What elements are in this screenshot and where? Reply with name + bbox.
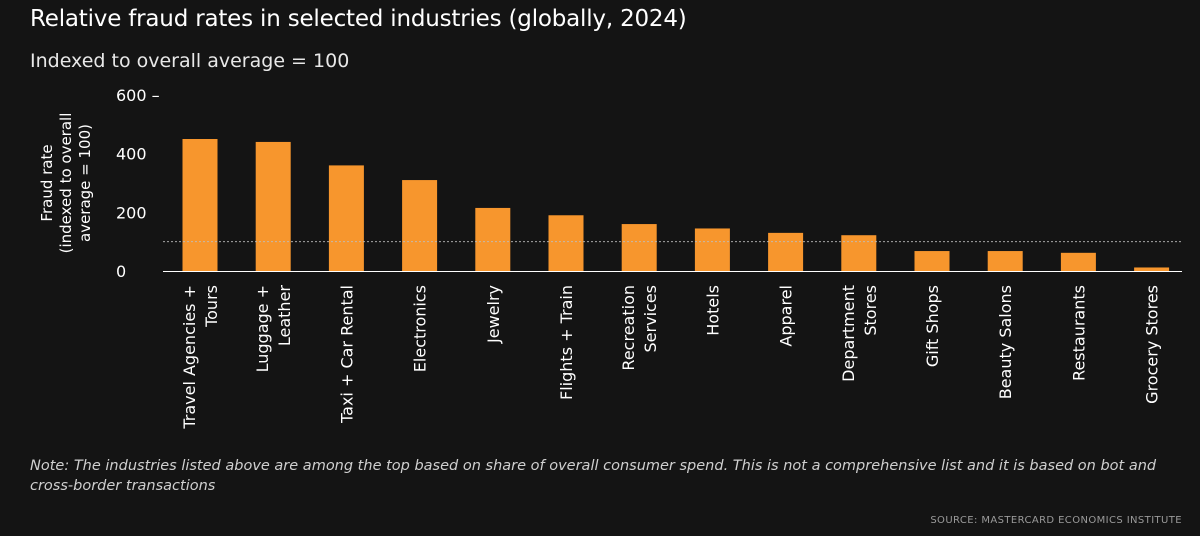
x-tick-label-line: Beauty Salons	[996, 285, 1015, 399]
y-tick-label: 600 –	[116, 86, 160, 105]
bar	[621, 224, 657, 271]
x-tick-label: Apparel	[777, 285, 796, 347]
x-tick-label-line: Stores	[861, 285, 880, 336]
bar	[328, 165, 364, 271]
x-tick-label-line: Gift Shops	[923, 285, 942, 367]
x-tick-label: Taxi + Car Rental	[337, 285, 356, 424]
y-tick-label: 0	[116, 262, 126, 281]
y-tick-label: 400	[116, 145, 147, 164]
x-tick-label-line: Recreation	[619, 285, 638, 371]
bar-chart: 0 200 400 600 – Fraud rate(indexed to overal…	[38, 86, 1182, 430]
x-tick-label: Gift Shops	[923, 285, 942, 367]
x-tick-label: Luggage + Leather	[253, 285, 294, 373]
bar	[987, 251, 1023, 271]
y-axis-label-line: (indexed to overall	[57, 113, 75, 254]
x-tick-label: Hotels	[703, 285, 722, 336]
x-tick-label: Recreation Services	[619, 285, 660, 371]
bar	[402, 180, 438, 271]
x-tick-label-line: Hotels	[703, 285, 722, 336]
bar	[914, 251, 950, 271]
footnote: Note: The industries listed above are am…	[30, 458, 1157, 494]
bar	[1134, 267, 1170, 271]
x-tick-label: Flights + Train	[557, 285, 576, 400]
x-tick-label-line: Jewelry	[484, 285, 503, 344]
chart-title: Relative fraud rates in selected industr…	[30, 6, 687, 32]
bar	[475, 207, 511, 271]
bar	[255, 141, 291, 271]
bar	[841, 235, 877, 271]
x-tick-label-line: Flights + Train	[557, 285, 576, 400]
x-tick-label-line: Leather	[275, 285, 294, 347]
x-tick-label-line: Grocery Stores	[1143, 285, 1162, 404]
chart-subtitle: Indexed to overall average = 100	[30, 50, 350, 72]
bar	[768, 232, 804, 271]
source-credit: SOURCE: MASTERCARD ECONOMICS INSTITUTE	[930, 515, 1182, 526]
x-tick-label-line: Apparel	[777, 285, 796, 347]
x-tick-label-line: Electronics	[411, 285, 430, 372]
x-tick-label: Department Stores	[839, 285, 880, 382]
bar	[694, 228, 730, 271]
x-tick-label: Jewelry	[484, 285, 503, 344]
x-tick-label: Beauty Salons	[996, 285, 1015, 399]
x-tick-label: Grocery Stores	[1143, 285, 1162, 404]
y-axis-label-line: average = 100)	[76, 124, 94, 242]
x-tick-label: Travel Agencies + Tours	[180, 285, 221, 430]
x-tick-label-line: Services	[641, 285, 660, 352]
bar	[182, 139, 218, 271]
x-tick-label-line: Department	[839, 285, 858, 382]
x-tick-label: Electronics	[411, 285, 430, 372]
y-axis-label-line: Fraud rate	[38, 144, 56, 221]
x-tick-label-line: Tours	[202, 285, 221, 328]
bar	[1060, 252, 1096, 271]
x-tick-label: Restaurants	[1069, 285, 1088, 381]
bar	[548, 215, 584, 271]
x-tick-label-line: Restaurants	[1069, 285, 1088, 381]
x-tick-label-line: Travel Agencies +	[180, 285, 199, 430]
y-tick-label: 200	[116, 203, 147, 222]
x-tick-label-line: Taxi + Car Rental	[337, 285, 356, 424]
x-tick-label-line: Luggage +	[253, 285, 272, 372]
y-axis-label: Fraud rate(indexed to overallaverage = 1…	[38, 113, 94, 254]
